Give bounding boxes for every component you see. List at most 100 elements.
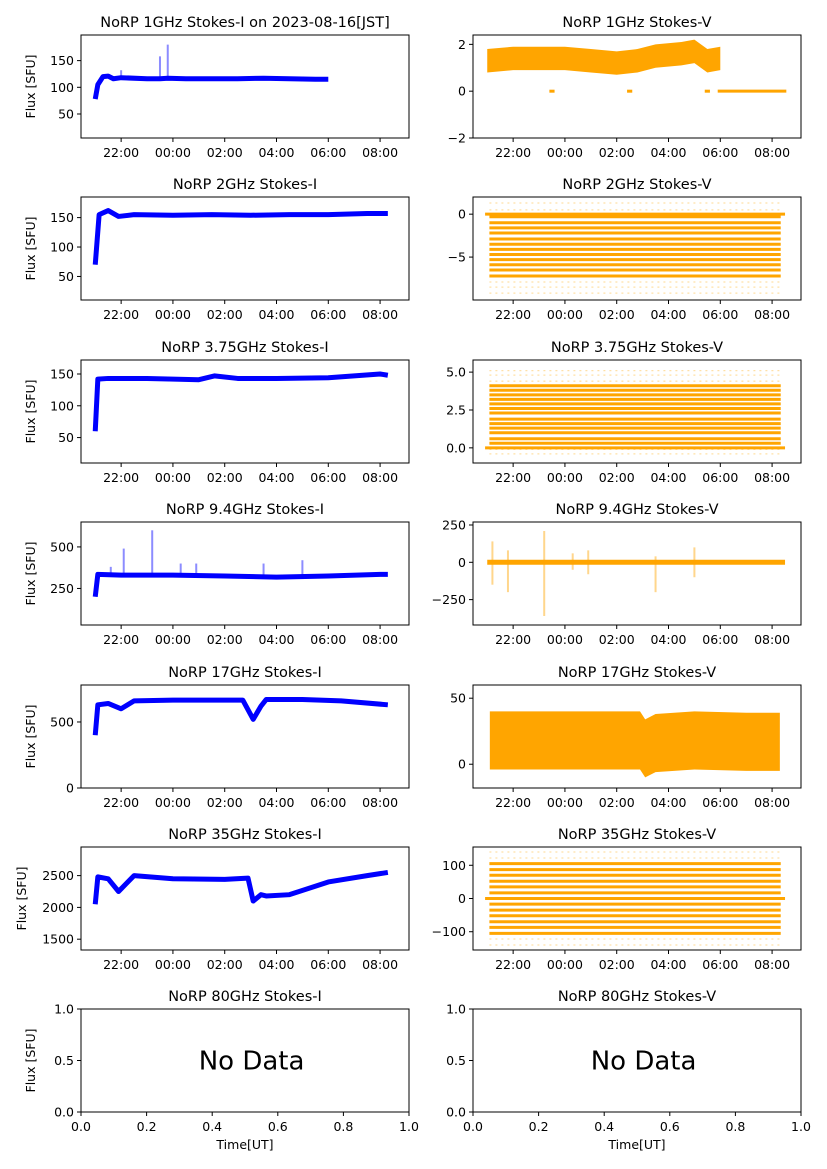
ytick-label: −250 [432,592,466,607]
panel-norp-80ghz-stokes-v: No Data NoRP 80GHz Stokes-V 0.0 0.5 1.0 0.0 0.… [446,989,811,1152]
xtick-label: 08:00 [754,307,790,322]
ytick-label: 0.5 [54,1053,74,1068]
panel-title: NoRP 9.4GHz Stokes-I [166,502,324,518]
xtick-label: 0.8 [333,1119,353,1134]
axes-frame [80,684,410,789]
xtick-label: 00:00 [155,145,191,160]
plot-area [92,530,388,598]
xtick-label: 06:00 [310,795,346,810]
ytick-label: 50 [58,430,74,445]
xtick-label: 22:00 [495,632,531,647]
xtick-label: 00:00 [547,307,583,322]
panel-norp-2ghz-stokes-i: NoRP 2GHz Stokes-I 50 100 150 22:00 00:00 02:0… [23,177,410,322]
data-band [487,39,721,75]
no-data-annotation: No Data [199,1047,305,1077]
xtick-label: 0.4 [594,1119,614,1134]
ytick-label: 0.0 [446,1105,466,1120]
xtick-label: 22:00 [103,307,139,322]
panel-title: NoRP 1GHz Stokes-V [562,15,711,31]
plot-area [489,711,780,778]
panel-title: NoRP 35GHz Stokes-V [558,827,716,843]
xtick-label: 22:00 [495,957,531,972]
xtick-label: 04:00 [650,632,686,647]
panel-title: NoRP 80GHz Stokes-V [558,989,716,1005]
panel-norp-35ghz-stokes-v: NoRP 35GHz Stokes-V −100 0 100 22:00 00:00 02:… [432,827,802,972]
panel-norp-3-75ghz-stokes-v: NoRP 3.75GHz Stokes-V 0.0 2.5 5.0 22:00 00:00… [446,340,802,485]
panel-norp-1ghz-stokes-v: NoRP 1GHz Stokes-V −2 0 2 22:00 00:00 02:00 04:… [448,15,802,160]
plot-area [92,869,389,905]
xtick-label: 06:00 [702,145,738,160]
xtick-label: 08:00 [754,795,790,810]
xtick-label: 00:00 [155,795,191,810]
xtick-label: 00:00 [155,632,191,647]
xtick-label: 08:00 [362,957,398,972]
xtick-label: 06:00 [702,795,738,810]
plot-area [92,697,389,736]
plot-area [92,44,329,100]
xtick-label: 04:00 [258,795,294,810]
ytick-label: 100 [442,858,466,873]
xtick-label: 00:00 [155,470,191,485]
ytick-label: 2.5 [446,402,466,417]
plot-area [92,208,388,265]
xtick-label: 02:00 [599,307,635,322]
ytick-label: 0.0 [54,1105,74,1120]
axes-frame [80,359,410,464]
axes-frame [472,196,802,301]
ytick-label: 50 [58,269,74,284]
ytick-label: 100 [50,398,74,413]
xtick-label: 00:00 [547,632,583,647]
ytick-label: 500 [50,539,74,554]
xtick-label: 22:00 [103,632,139,647]
ytick-label: 1.0 [54,1002,74,1017]
ytick-label: 0.0 [446,440,466,455]
panel-norp-80ghz-stokes-i: No Data NoRP 80GHz Stokes-I 0.0 0.5 1.0 0.0 0.… [23,989,419,1152]
xtick-label: 08:00 [362,307,398,322]
panel-title: NoRP 9.4GHz Stokes-V [556,502,719,518]
axes-frame [472,521,802,626]
y-axis-label: Flux [SFU] [23,380,38,444]
ytick-label: 150 [50,210,74,225]
y-axis-label: Flux [SFU] [23,55,38,119]
xtick-label: 00:00 [155,957,191,972]
xtick-label: 04:00 [258,145,294,160]
panel-norp-1ghz-stokes-i-on-2023-08-16-jst: NoRP 1GHz Stokes-I on 2023-08-16[JST] 50 1… [23,15,410,160]
panel-title: NoRP 17GHz Stokes-I [168,665,322,681]
panel-title: NoRP 35GHz Stokes-I [168,827,322,843]
ytick-label: 50 [450,691,466,706]
ytick-label: 0 [66,781,74,796]
xtick-label: 22:00 [495,470,531,485]
xtick-label: 0.8 [725,1119,745,1134]
plot-area [485,851,786,946]
panel-title: NoRP 1GHz Stokes-I on 2023-08-16[JST] [100,15,390,31]
axes-frame [472,34,802,139]
xtick-label: 06:00 [310,957,346,972]
ytick-label: 0 [458,84,466,99]
ytick-label: 2500 [42,868,74,883]
axes-frame [80,846,410,951]
xtick-label: 02:00 [599,795,635,810]
xtick-label: 02:00 [207,795,243,810]
ytick-label: 2000 [42,900,74,915]
ytick-label: 0 [458,207,466,222]
axes-frame [472,359,802,464]
xtick-label: 00:00 [547,470,583,485]
xtick-label: 22:00 [495,145,531,160]
xtick-label: 08:00 [362,145,398,160]
panel-norp-2ghz-stokes-v: NoRP 2GHz Stokes-V −5 0 22:00 00:00 02:00 04:0… [448,177,802,322]
y-axis-label: Flux [SFU] [23,705,38,769]
xtick-label: 02:00 [207,307,243,322]
xtick-label: 08:00 [754,470,790,485]
xtick-label: 1.0 [791,1119,811,1134]
xtick-label: 08:00 [754,632,790,647]
axes-frame [80,196,410,301]
panel-norp-3-75ghz-stokes-i: NoRP 3.75GHz Stokes-I 50 100 150 22:00 00:00 0… [23,340,410,485]
ytick-label: 0 [458,555,466,570]
xtick-label: 04:00 [258,957,294,972]
xtick-label: 02:00 [207,632,243,647]
xtick-label: 22:00 [103,957,139,972]
panel-title: NoRP 3.75GHz Stokes-V [551,340,723,356]
data-series [92,697,389,736]
ytick-label: −2 [448,131,466,146]
